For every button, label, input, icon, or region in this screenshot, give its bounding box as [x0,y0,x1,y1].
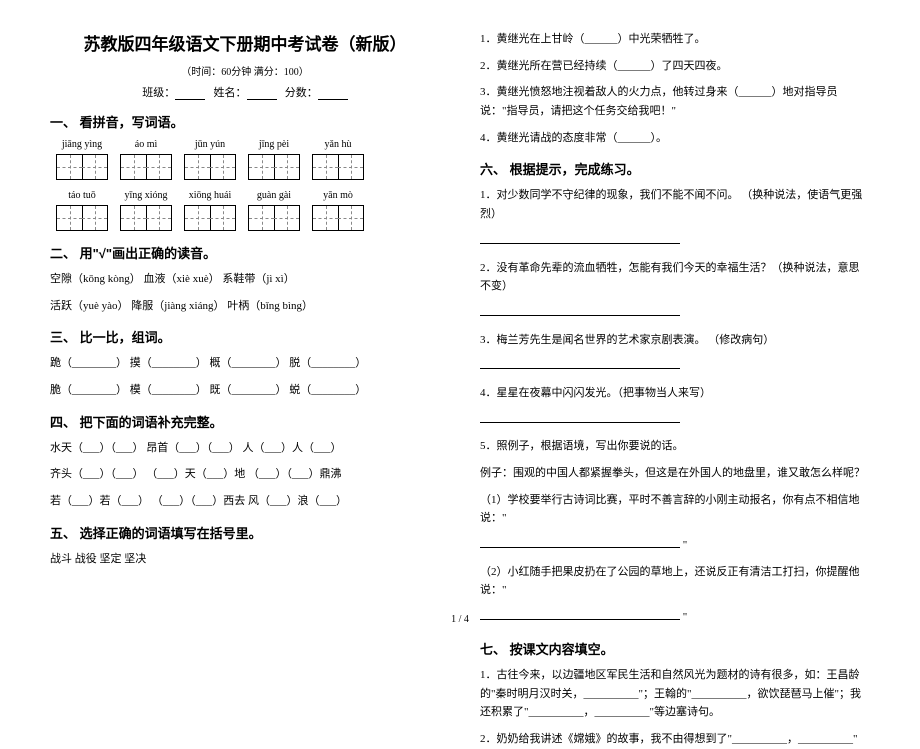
answer-blank[interactable] [480,305,680,316]
answer-blank[interactable] [480,609,680,620]
s5-line: 1．黄继光在上甘岭（______）中光荣牺牲了。 [480,30,870,49]
s7-line: 2．奶奶给我讲述《嫦娥》的故事，我不由得想到了"__________，_____… [480,730,870,749]
tianzige[interactable] [248,205,300,231]
class-blank[interactable] [175,88,205,100]
s3-line: 跪（________） 摸（________） 概（________） 脱（__… [50,354,440,373]
tianzige[interactable] [184,205,236,231]
tianzige[interactable] [120,154,172,180]
pinyin: yān mò [312,190,364,201]
section-1-heading: 一、 看拼音，写词语。 [50,112,440,131]
s6-line: 1．对少数同学不守纪律的现象，我们不能不闻不问。 （换种说法，使语气更强烈） [480,186,870,223]
s5-words: 战斗 战役 坚定 坚决 [50,550,440,569]
pinyin: yǎn hù [312,139,364,150]
section-2-heading: 二、 用"√"画出正确的读音。 [50,243,440,262]
s2-line: 空隙（kōng kòng） 血液（xiè xuè） 系鞋带（jì xì） [50,270,440,289]
pinyin: xiōng huái [184,190,236,201]
pinyin: guàn gài [248,190,300,201]
pinyin: táo tuō [56,190,108,201]
tianzige[interactable] [56,154,108,180]
pinyin-row-2: táo tuō yīng xióng xiōng huái guàn gài y… [50,190,440,201]
pinyin: jīng pèi [248,139,300,150]
pinyin: yīng xióng [120,190,172,201]
tianzige[interactable] [312,205,364,231]
section-4-heading: 四、 把下面的词语补充完整。 [50,412,440,431]
exam-time-score: （时间：60分钟 满分：100） [50,63,440,78]
s6-line: （2）小红随手把果皮扔在了公园的草地上，还说反正有清洁工打扫，你提醒他说：" [480,563,870,600]
tianzige[interactable] [184,154,236,180]
s4-line: 齐头（___）（___） （___）天（___）地 （___）（___）鼎沸 [50,465,440,484]
name-blank[interactable] [247,88,277,100]
answer-blank[interactable] [480,537,680,548]
s7-line: 1．古往今来，以边疆地区军民生活和自然风光为题材的诗有很多，如：王昌龄的"秦时明… [480,666,870,722]
s5-line: 4．黄继光请战的态度非常（______）。 [480,129,870,148]
s2-line: 活跃（yuè yào） 降服（jiàng xiáng） 叶柄（bǐng bìng… [50,297,440,316]
name-label: 姓名： [214,87,247,99]
answer-blank[interactable] [480,412,680,423]
tianzige-row-2 [50,205,440,231]
page-number: 1 / 4 [451,614,469,625]
left-column: 苏教版四年级语文下册期中考试卷（新版） （时间：60分钟 满分：100） 班级：… [50,30,440,617]
s6-example: 例子：围观的中国人都紧握拳头，但这是在外国人的地盘里，谁又敢怎么样呢？ [480,464,870,483]
pinyin: jiāng yìng [56,139,108,150]
tianzige[interactable] [312,154,364,180]
tianzige[interactable] [56,205,108,231]
pinyin-row-1: jiāng yìng áo mì jūn yún jīng pèi yǎn hù [50,139,440,150]
s6-line: 2．没有革命先辈的流血牺牲，怎能有我们今天的幸福生活？（换种说法，意思不变） [480,259,870,296]
student-meta: 班级： 姓名： 分数： [50,84,440,100]
section-6-heading: 六、 根据提示，完成练习。 [480,159,870,178]
tianzige[interactable] [248,154,300,180]
s6-line: 5．照例子，根据语境，写出你要说的话。 [480,437,870,456]
s6-line: 3．梅兰芳先生是闻名世界的艺术家京剧表演。 （修改病句） [480,331,870,350]
score-label: 分数： [285,87,318,99]
tianzige[interactable] [120,205,172,231]
s5-line: 2．黄继光所在营已经持续（______）了四天四夜。 [480,57,870,76]
pinyin: jūn yún [184,139,236,150]
section-3-heading: 三、 比一比，组词。 [50,327,440,346]
s6-line: 4．星星在夜幕中闪闪发光。（把事物当人来写） [480,384,870,403]
section-5-heading: 五、 选择正确的词语填写在括号里。 [50,523,440,542]
right-column: 1．黄继光在上甘岭（______）中光荣牺牲了。 2．黄继光所在营已经持续（__… [480,30,870,617]
score-blank[interactable] [318,88,348,100]
s3-line: 脆（________） 模（________） 既（________） 蜕（__… [50,381,440,400]
s4-line: 若（___）若（___） （___）（___）西去 风（___）浪（___） [50,492,440,511]
class-label: 班级： [142,87,175,99]
section-7-heading: 七、 按课文内容填空。 [480,639,870,658]
s4-line: 水天（___）（___） 昂首（___）（___） 人（___）人（___） [50,439,440,458]
s5-line: 3．黄继光愤怒地注视着敌人的火力点，他转过身来（______）地对指导员说："指… [480,83,870,120]
s6-line: （1）学校要举行古诗词比赛，平时不善言辞的小刚主动报名，你有点不相信地说：" [480,491,870,528]
answer-blank[interactable] [480,233,680,244]
answer-blank[interactable] [480,358,680,369]
tianzige-row-1 [50,154,440,180]
pinyin: áo mì [120,139,172,150]
exam-title: 苏教版四年级语文下册期中考试卷（新版） [50,30,440,55]
